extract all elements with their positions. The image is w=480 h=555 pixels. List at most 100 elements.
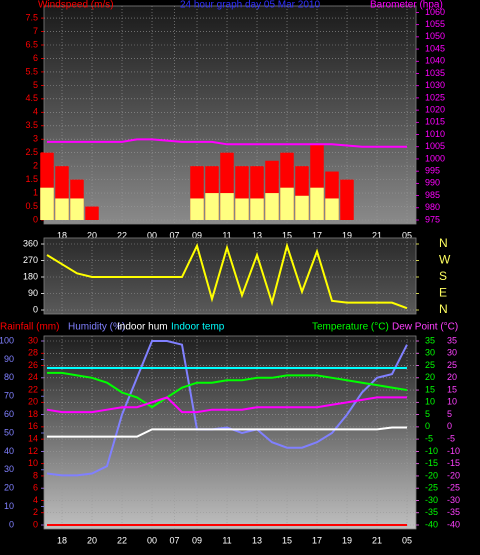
- x-tick-label: 07: [169, 535, 179, 545]
- y-tick-label: 360: [23, 238, 38, 248]
- y-tick-label: 995: [425, 166, 440, 176]
- y-tick-label: -15: [425, 458, 438, 468]
- bar: [265, 193, 279, 220]
- y-tick-label: 10: [447, 397, 457, 407]
- x-tick-label: 11: [222, 535, 231, 545]
- data-line: [46, 396, 407, 414]
- bar: [85, 206, 99, 220]
- bar: [205, 193, 219, 220]
- y-tick-label: 1020: [425, 104, 445, 114]
- y-tick-label: 8: [33, 470, 38, 480]
- x-tick-label: 05: [402, 535, 412, 545]
- y-tick-label: 80: [4, 372, 14, 382]
- header-label: Temperature (°C): [312, 322, 389, 333]
- data-line: [46, 340, 408, 477]
- y-tick-label: -10: [447, 446, 460, 456]
- y-tick-label: 1000: [425, 153, 445, 163]
- y-tick-label: 70: [4, 391, 14, 401]
- y-tick-label: 1005: [425, 141, 445, 151]
- bar: [190, 198, 204, 220]
- x-tick-label: 22: [117, 535, 127, 545]
- x-tick-label: 20: [87, 535, 97, 545]
- y-tick-label: 6.5: [25, 39, 38, 49]
- y-tick-label: 60: [4, 409, 14, 419]
- bar: [280, 187, 294, 220]
- y-tick-label: 0: [425, 421, 430, 431]
- y-tick-label: -20: [425, 470, 438, 480]
- y-tick-label: 5.5: [25, 66, 38, 76]
- y-tick-label: 1045: [425, 43, 445, 53]
- x-tick-label: 22: [117, 230, 127, 240]
- y-tick-label: 7: [33, 26, 38, 36]
- header-label: 24 hour graph day 05 Mar 2010: [180, 0, 321, 11]
- bar: [310, 187, 324, 220]
- y-tick-label: 5: [33, 80, 38, 90]
- y-tick-label: 90: [28, 288, 38, 298]
- x-tick-label: 09: [192, 535, 202, 545]
- y-tick-label: E: [439, 286, 447, 300]
- x-tick-label: 18: [57, 230, 67, 240]
- x-tick-label: 13: [252, 535, 262, 545]
- y-tick-label: 270: [23, 255, 38, 265]
- y-tick-label: 2: [33, 161, 38, 171]
- y-tick-label: -30: [425, 495, 438, 505]
- y-tick-label: 2.5: [25, 147, 38, 157]
- x-tick-label: 05: [402, 230, 412, 240]
- y-tick-label: -15: [447, 458, 460, 468]
- y-tick-label: N: [439, 236, 448, 250]
- y-tick-label: 15: [447, 384, 457, 394]
- y-tick-label: W: [439, 253, 451, 267]
- y-tick-label: 15: [425, 384, 435, 394]
- y-tick-label: 6: [33, 53, 38, 63]
- y-tick-label: -10: [425, 446, 438, 456]
- y-tick-label: 1015: [425, 117, 445, 127]
- y-tick-label: 22: [28, 384, 38, 394]
- header-label: Indoor hum: [117, 322, 168, 333]
- y-tick-label: 20: [4, 483, 14, 493]
- bar: [235, 198, 249, 220]
- y-tick-label: 28: [28, 348, 38, 358]
- y-tick-label: 90: [4, 354, 14, 364]
- y-tick-label: 10: [425, 397, 435, 407]
- y-tick-label: 5: [447, 409, 452, 419]
- data-line: [46, 242, 408, 310]
- header-label: Barometer (hpa): [370, 0, 443, 11]
- y-tick-label: 24: [28, 372, 38, 382]
- x-tick-label: 07: [169, 230, 179, 240]
- y-tick-label: 4: [33, 107, 38, 117]
- data-line: [47, 426, 407, 438]
- y-tick-label: 1040: [425, 56, 445, 66]
- plot-area: [43, 335, 417, 530]
- bar: [55, 198, 69, 220]
- y-tick-label: 40: [4, 446, 14, 456]
- bar: [340, 179, 354, 220]
- y-tick-label: -35: [425, 507, 438, 517]
- bar: [40, 187, 54, 220]
- y-tick-label: 3.5: [25, 120, 38, 130]
- y-tick-label: 16: [28, 421, 38, 431]
- x-tick-label: 11: [222, 230, 231, 240]
- y-tick-label: -20: [447, 470, 460, 480]
- y-tick-label: 0: [33, 214, 38, 224]
- y-tick-label: 20: [28, 397, 38, 407]
- x-tick-label: 21: [372, 230, 382, 240]
- header-label: Dew Point (°C): [392, 322, 458, 333]
- bar: [250, 198, 264, 220]
- x-tick-label: 20: [87, 230, 97, 240]
- header-label: Indoor temp: [171, 322, 225, 333]
- y-tick-label: 30: [425, 348, 435, 358]
- y-tick-label: 35: [447, 335, 457, 345]
- y-tick-label: 980: [425, 202, 440, 212]
- y-tick-label: -35: [447, 507, 460, 517]
- y-tick-label: -40: [447, 519, 460, 529]
- y-tick-label: 30: [4, 464, 14, 474]
- y-tick-label: 25: [425, 360, 435, 370]
- y-tick-label: -40: [425, 519, 438, 529]
- y-tick-label: 975: [425, 214, 440, 224]
- y-tick-label: 1055: [425, 19, 445, 29]
- y-tick-label: 18: [28, 409, 38, 419]
- y-tick-label: 30: [447, 348, 457, 358]
- bar: [295, 195, 309, 220]
- x-tick-label: 19: [342, 230, 352, 240]
